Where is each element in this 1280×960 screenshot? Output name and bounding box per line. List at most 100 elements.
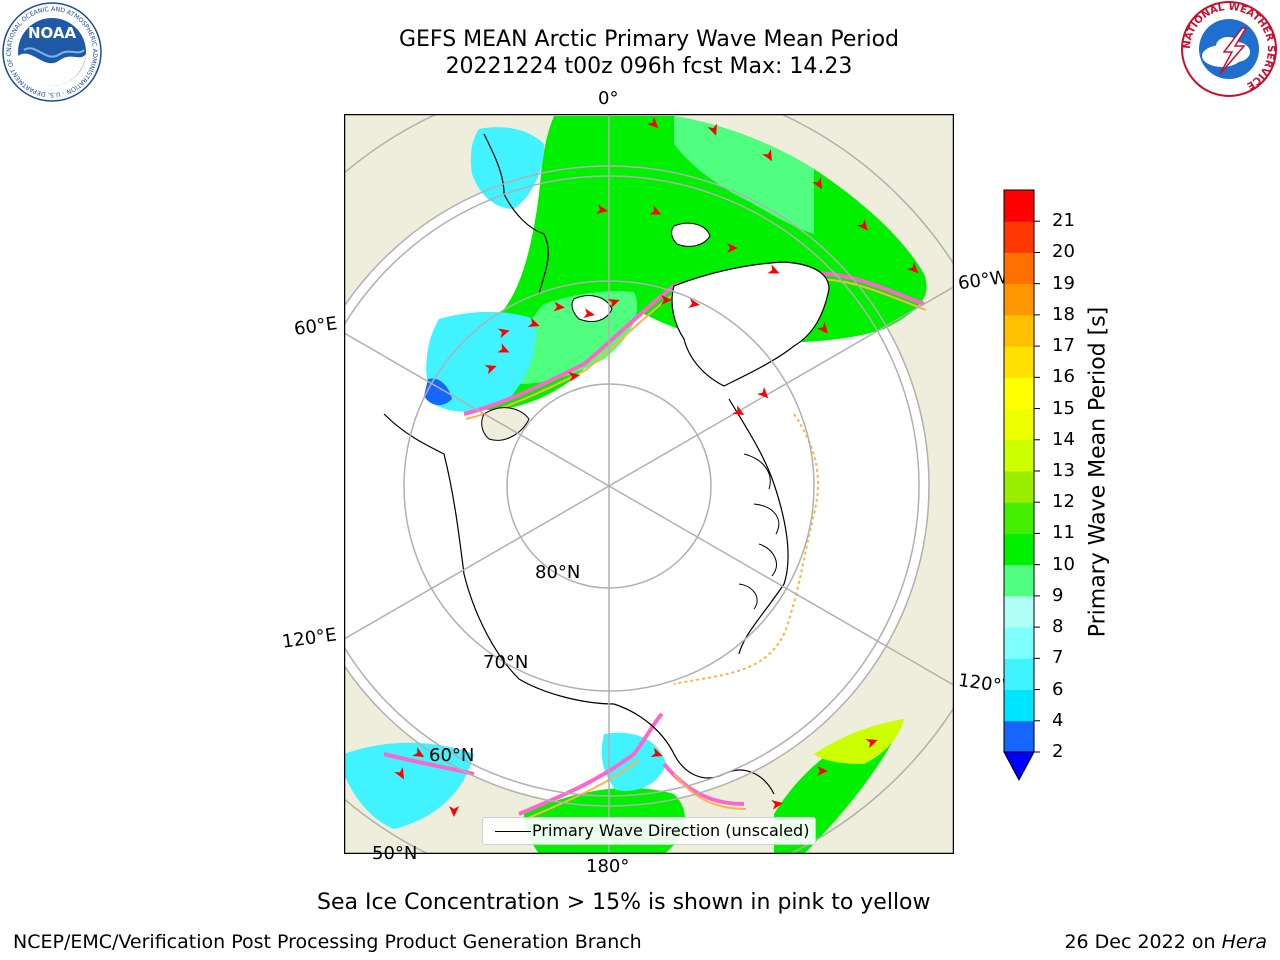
colorbar-segment bbox=[1004, 190, 1034, 222]
sea-ice-note: Sea Ice Concentration > 15% is shown in … bbox=[317, 890, 931, 915]
wave-direction-arrow bbox=[816, 321, 828, 334]
siberia-coast bbox=[383, 413, 615, 705]
wave-direction-arrow bbox=[497, 328, 510, 339]
latitude-label-50n: 50°N bbox=[372, 843, 418, 864]
wave-direction-arrow bbox=[771, 799, 783, 810]
ice-edge-canada bbox=[673, 413, 819, 685]
colorbar-segment bbox=[1004, 314, 1034, 347]
svalbard bbox=[571, 295, 613, 322]
greenland bbox=[671, 261, 830, 387]
map-legend: Primary Wave Direction (unscaled) bbox=[482, 817, 816, 845]
colorbar-tick-label: 11 bbox=[1052, 522, 1075, 544]
iceland bbox=[671, 222, 711, 247]
wave-direction-arrow bbox=[568, 371, 580, 382]
wave-direction-arrow bbox=[812, 177, 822, 190]
pacific-wave-field bbox=[344, 742, 474, 829]
wave-direction-arrow bbox=[412, 747, 425, 757]
meridians bbox=[344, 114, 954, 854]
colorbar-segment bbox=[1004, 471, 1034, 503]
colorbar-tick-label: 4 bbox=[1052, 709, 1064, 731]
wave-direction-arrow bbox=[607, 299, 620, 309]
colorbar-segment bbox=[1004, 533, 1034, 566]
colorbar-under-extension bbox=[1003, 751, 1035, 782]
bering-cyan bbox=[601, 732, 666, 791]
colorbar-tick-label: 15 bbox=[1052, 397, 1075, 419]
colorbar-segment bbox=[1004, 377, 1034, 410]
footer-left: NCEP/EMC/Verification Post Processing Pr… bbox=[13, 931, 642, 953]
colorbar bbox=[990, 180, 1050, 790]
colorbar-segment bbox=[1004, 502, 1034, 534]
wave-direction-arrow bbox=[906, 261, 919, 274]
legend-line-sample bbox=[495, 831, 531, 832]
wave-direction-arrow bbox=[762, 149, 772, 162]
wave-direction-arrow bbox=[583, 308, 595, 319]
gulf-alaska-yellowgreen bbox=[814, 719, 904, 764]
colorbar-label: Primary Wave Mean Period [s] bbox=[1085, 306, 1111, 638]
colorbar-segment bbox=[1004, 252, 1034, 285]
colorbar-tick-label: 20 bbox=[1052, 241, 1075, 263]
wave-direction-arrow bbox=[553, 301, 565, 312]
map-frame bbox=[344, 114, 954, 854]
wave-direction-arrow bbox=[527, 317, 540, 327]
colorbar-segment bbox=[1004, 689, 1034, 722]
latitude-label-70n: 70°N bbox=[483, 652, 529, 673]
footer-date: 26 Dec 2022 on bbox=[1064, 931, 1222, 953]
colorbar-tick-label: 7 bbox=[1052, 647, 1064, 669]
colorbar-tick-label: 9 bbox=[1052, 584, 1064, 606]
noaa-logo: NATIONAL OCEANIC AND ATMOSPHERIC ADMINIS… bbox=[0, 0, 102, 102]
wave-direction-arrow bbox=[646, 116, 659, 129]
atlantic-light-green bbox=[674, 116, 814, 234]
wave-direction-arrow bbox=[756, 386, 769, 399]
wave-direction-arrow bbox=[688, 298, 700, 309]
meridian-label-0: 0° bbox=[598, 88, 619, 109]
wave-direction-arrow bbox=[732, 405, 745, 415]
colorbar-tick-label: 21 bbox=[1052, 210, 1075, 232]
wave-direction-arrows bbox=[394, 116, 919, 817]
nws-logo: NATIONAL WEATHER SERVICE bbox=[1180, 0, 1278, 98]
colorbar-tick-label: 13 bbox=[1052, 460, 1075, 481]
colorbar-tick-label: 10 bbox=[1052, 553, 1075, 575]
chart-subtitle: 20221224 t00z 096h fcst Max: 14.23 bbox=[445, 54, 853, 79]
arctic-map bbox=[344, 114, 954, 854]
colorbar-tick-label: 18 bbox=[1052, 303, 1075, 325]
colorbar-tick-label: 19 bbox=[1052, 272, 1075, 294]
canada-coast bbox=[728, 398, 789, 655]
colorbar-tick-label: 14 bbox=[1052, 428, 1075, 450]
colorbar-segment bbox=[1004, 720, 1034, 753]
colorbar-tick-label: 8 bbox=[1052, 616, 1064, 638]
noaa-logo-text: NOAA bbox=[28, 24, 77, 42]
latitude-label-60n: 60°N bbox=[429, 745, 475, 766]
scandinavia-coast bbox=[483, 133, 549, 295]
canada-islands bbox=[738, 453, 780, 610]
legend-label: Primary Wave Direction (unscaled) bbox=[532, 821, 810, 840]
wave-direction-arrow bbox=[856, 218, 868, 231]
wave-direction-arrow bbox=[767, 264, 780, 274]
wave-direction-arrow bbox=[449, 806, 459, 817]
colorbar-tick-label: 17 bbox=[1052, 335, 1075, 357]
colorbar-segment bbox=[1004, 658, 1034, 691]
meridian-label-180: 180° bbox=[586, 856, 630, 877]
colorbar-segment bbox=[1004, 283, 1034, 316]
footer-host: Hera bbox=[1221, 931, 1267, 953]
colorbar-segment bbox=[1004, 595, 1034, 628]
colorbar-segment bbox=[1004, 627, 1034, 659]
wave-direction-arrow bbox=[650, 747, 663, 757]
novaya-zemlya bbox=[481, 407, 530, 441]
meridian-label-60e: 60°E bbox=[292, 313, 339, 340]
wave-direction-arrow bbox=[497, 343, 510, 353]
wave-direction-arrow bbox=[727, 243, 738, 253]
colorbar-segment bbox=[1004, 439, 1034, 472]
colorbar-tick-label: 2 bbox=[1052, 741, 1064, 762]
colorbar-tick-label: 12 bbox=[1052, 491, 1075, 513]
wave-direction-arrow bbox=[865, 739, 878, 749]
colorbar-segment bbox=[1004, 221, 1034, 253]
wave-direction-arrow bbox=[661, 295, 672, 305]
wave-direction-arrow bbox=[649, 205, 662, 215]
wave-direction-arrow bbox=[707, 123, 717, 136]
colorbar-tick-label: 16 bbox=[1052, 366, 1075, 388]
barents-cyan bbox=[426, 311, 536, 412]
latitude-label-80n: 80°N bbox=[535, 562, 581, 583]
wave-direction-arrow bbox=[484, 365, 497, 375]
wave-direction-arrow bbox=[817, 766, 828, 776]
colorbar-segment bbox=[1004, 564, 1034, 597]
